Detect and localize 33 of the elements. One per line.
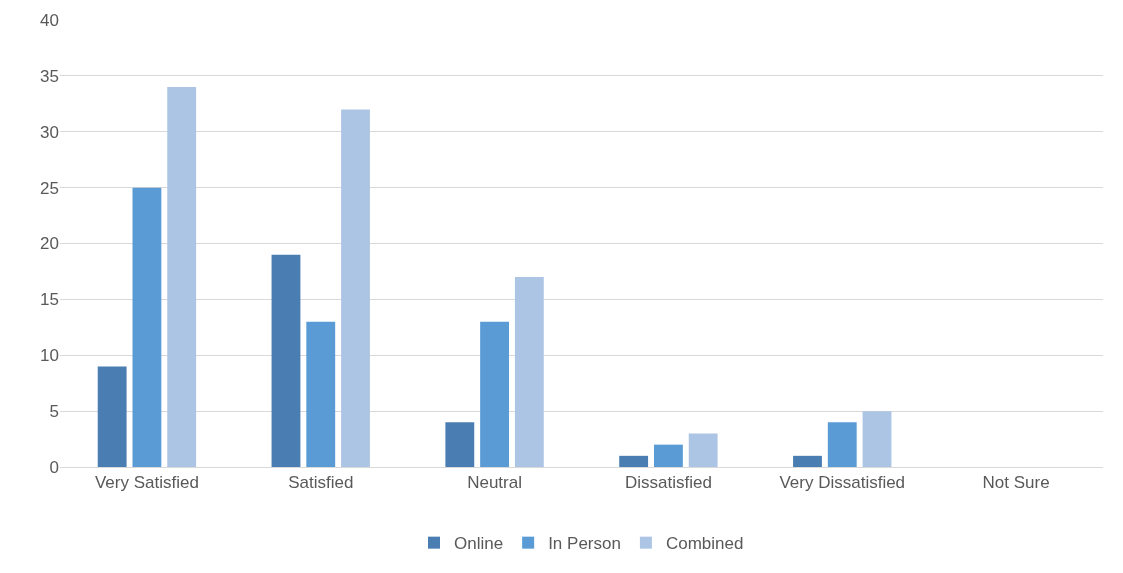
bar bbox=[619, 455, 649, 467]
bar bbox=[862, 411, 892, 467]
x-tick-label: Satisfied bbox=[288, 473, 354, 493]
bar bbox=[514, 277, 544, 467]
y-tick-label: 0 bbox=[49, 457, 59, 477]
y-tick-label: 20 bbox=[40, 234, 59, 254]
bar bbox=[306, 321, 336, 467]
legend-label: Combined bbox=[665, 534, 744, 554]
bar bbox=[688, 433, 718, 467]
bar bbox=[97, 366, 127, 467]
legend-label: In Person bbox=[548, 534, 621, 554]
y-tick-label: 25 bbox=[40, 178, 59, 198]
y-tick-label: 35 bbox=[40, 66, 59, 86]
bar bbox=[271, 254, 301, 467]
y-tick-label: 10 bbox=[40, 346, 59, 366]
x-tick-label: Very Dissatisfied bbox=[779, 473, 906, 493]
y-tick-label: 15 bbox=[40, 290, 59, 310]
x-tick-label: Very Satisfied bbox=[94, 473, 199, 493]
x-tick-label: Neutral bbox=[467, 473, 522, 493]
legend-label: Online bbox=[454, 534, 504, 554]
x-tick-label: Not Sure bbox=[982, 473, 1050, 493]
y-tick-label: 30 bbox=[40, 122, 59, 142]
bar bbox=[827, 422, 857, 467]
x-tick-label: Dissatisfied bbox=[624, 473, 712, 493]
bar bbox=[341, 109, 370, 467]
bar bbox=[653, 444, 683, 467]
bar bbox=[480, 321, 510, 467]
bar bbox=[445, 422, 475, 467]
y-tick-label: 40 bbox=[40, 10, 59, 30]
bar bbox=[132, 187, 162, 467]
y-tick-label: 5 bbox=[49, 402, 59, 422]
bar bbox=[793, 455, 822, 467]
bar bbox=[167, 87, 197, 467]
